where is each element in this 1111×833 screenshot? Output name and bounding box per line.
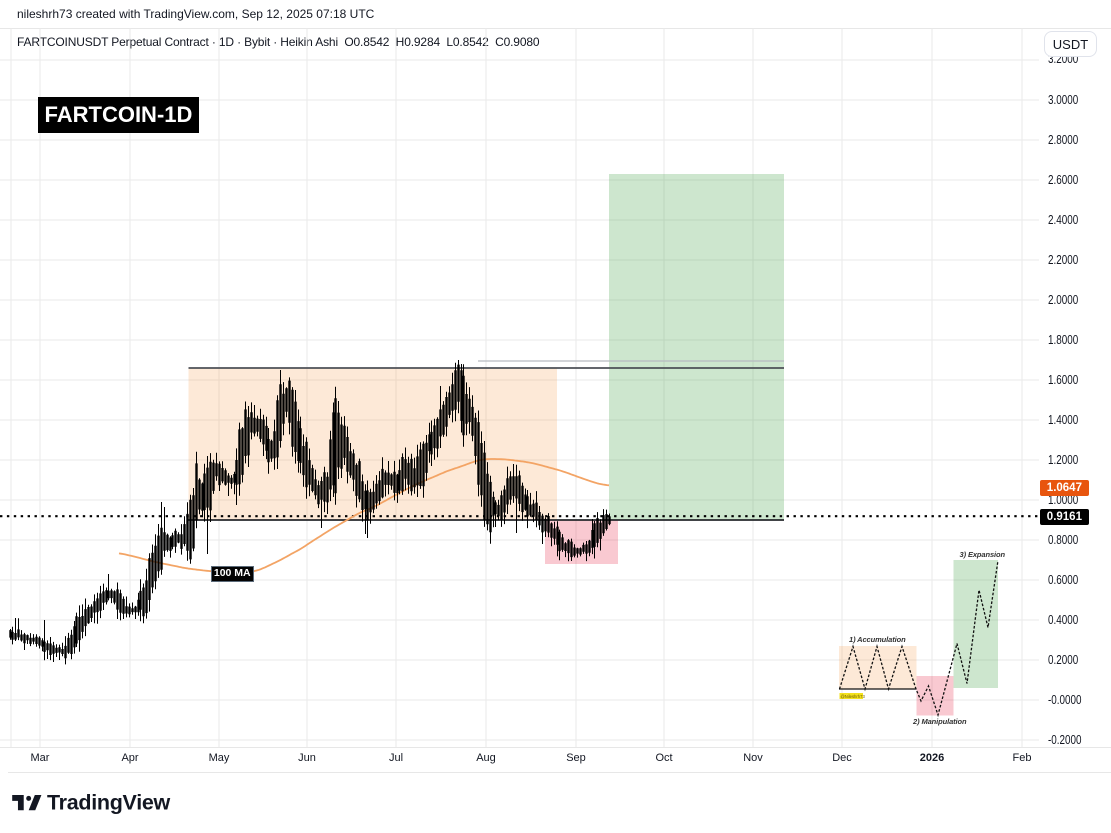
svg-text:TradingView: TradingView bbox=[47, 791, 171, 815]
